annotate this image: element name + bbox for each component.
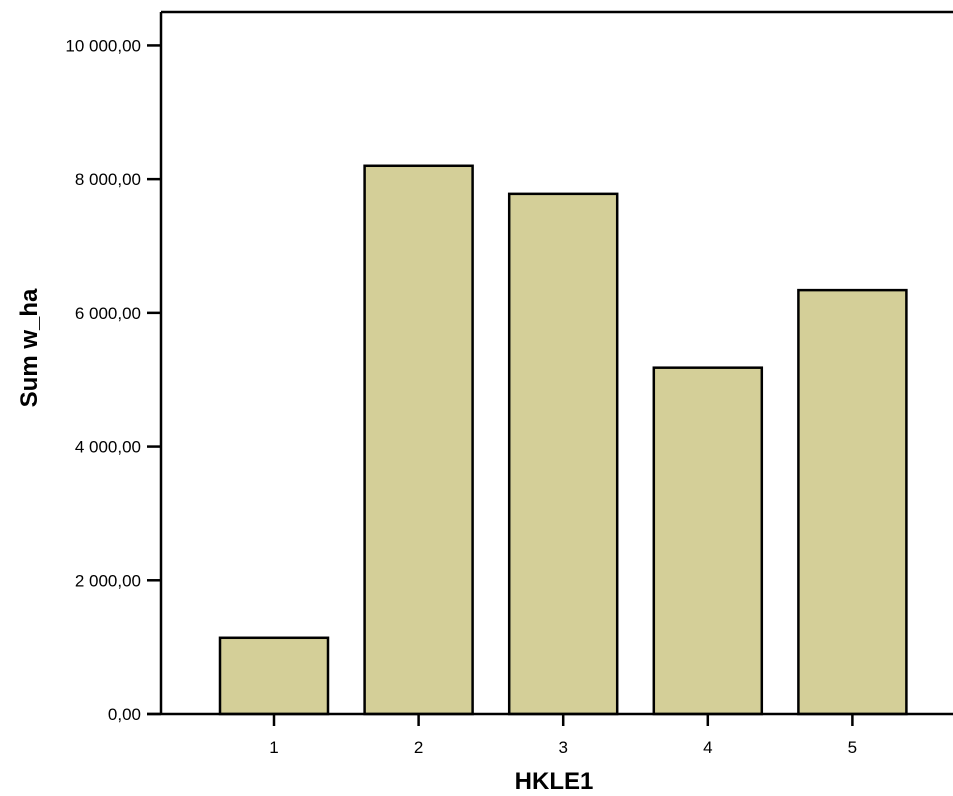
y-tick-label: 4 000,00 [75, 438, 141, 457]
bar-2 [363, 164, 474, 716]
y-axis-ticks: 0,00 2 000,00 4 000,00 6 000,00 8 000,00 10 0… [65, 36, 161, 724]
bar-1 [218, 636, 330, 716]
bar-3 [507, 192, 619, 716]
x-tick-label: 5 [848, 738, 857, 757]
y-tick-label: 6 000,00 [75, 304, 141, 323]
y-tick-label: 8 000,00 [75, 170, 141, 189]
bar-5 [797, 288, 908, 716]
x-tick-label: 1 [269, 738, 278, 757]
y-tick-label: 10 000,00 [65, 36, 141, 55]
x-axis-ticks: 1 2 3 4 5 [269, 714, 857, 757]
x-tick-label: 3 [558, 738, 567, 757]
bars-layer [218, 164, 908, 716]
y-tick-label: 0,00 [108, 705, 141, 724]
y-axis-title: Sum w_ha [16, 288, 43, 407]
x-axis-title: HKLE1 [515, 768, 594, 795]
x-tick-label: 4 [703, 738, 712, 757]
y-tick-label: 2 000,00 [75, 571, 141, 590]
bar-4 [652, 366, 764, 716]
x-tick-label: 2 [414, 738, 423, 757]
